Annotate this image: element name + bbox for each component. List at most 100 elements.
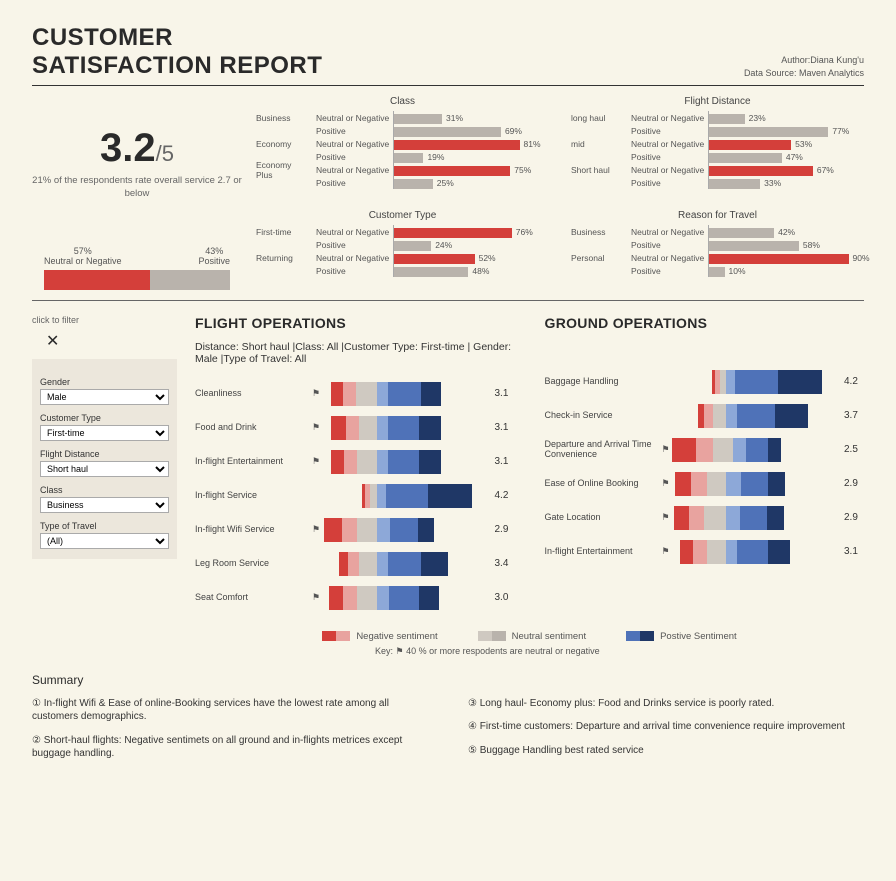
mini-chart-sublabel: Neutral or Negative: [629, 137, 709, 150]
mini-chart-category: First-time: [256, 225, 314, 238]
split-pos-pct: 43%: [198, 246, 230, 256]
mini-chart-bar-area: 31%: [394, 111, 549, 124]
summary-item: ⑤ Buggage Handling best rated service: [468, 744, 864, 758]
mini-chart-row: BusinessNeutral or Negative42%: [571, 225, 864, 238]
ops-bar: [322, 484, 489, 508]
filter-select[interactable]: Male: [40, 389, 169, 405]
ops-score: 3.4: [489, 558, 515, 569]
filter-select[interactable]: Business: [40, 497, 169, 513]
split-neg-block: 57% Neutral or Negative: [44, 246, 122, 266]
ops-segment: [707, 540, 727, 564]
ops-segment: [357, 586, 377, 610]
ops-segment: [767, 506, 784, 530]
ops-score: 3.1: [838, 546, 864, 557]
filter-column: click to filter ✕ GenderMaleCustomer Typ…: [32, 315, 177, 657]
mini-chart-bar: 81%: [394, 140, 520, 150]
ops-segment: [737, 404, 774, 428]
ops-score: 2.9: [838, 478, 864, 489]
flag-icon: ⚑: [660, 444, 672, 455]
ops-segment: [324, 518, 342, 542]
mini-chart-category: [571, 176, 629, 189]
ops-segment: [421, 382, 441, 406]
mini-chart-bar: 75%: [394, 166, 510, 176]
mini-chart-row: Positive24%: [256, 238, 549, 251]
ops-segment: [343, 382, 356, 406]
mini-chart-value: 25%: [437, 178, 454, 188]
ops-segment: [359, 416, 377, 440]
mini-chart-bar-area: 19%: [394, 150, 549, 163]
filter-select[interactable]: First-time: [40, 425, 169, 441]
mini-chart: Reason for TravelBusinessNeutral or Nega…: [571, 210, 864, 290]
score-value: 3.2: [100, 126, 156, 170]
ops-segment: [689, 506, 704, 530]
summary-item: ③ Long haul- Economy plus: Food and Drin…: [468, 697, 864, 711]
ops-segment: [370, 484, 377, 508]
mini-chart-sublabel: Positive: [314, 238, 394, 251]
ops-grid: FLIGHT OPERATIONS Distance: Short haul |…: [195, 315, 864, 617]
top-section: 3.2/5 21% of the respondents rate overal…: [32, 96, 864, 290]
mini-chart-value: 52%: [479, 253, 496, 263]
ops-score: 2.9: [838, 512, 864, 523]
author-text: Author:Diana Kung'u: [744, 54, 864, 67]
legend-neu-label: Neutral sentiment: [512, 631, 586, 642]
split-bar-pos: [150, 270, 230, 290]
mini-chart-bar: 10%: [709, 267, 725, 277]
ops-label: Check-in Service: [545, 411, 660, 421]
ops-label: Cleanliness: [195, 389, 310, 399]
ops-row: Seat Comfort⚑3.0: [195, 583, 515, 613]
ops-label: Food and Drink: [195, 423, 310, 433]
ops-bar: [322, 586, 489, 610]
mini-chart-category: long haul: [571, 111, 629, 124]
mini-chart-bar-area: 42%: [709, 225, 864, 238]
title-block: CUSTOMER SATISFACTION REPORT: [32, 24, 322, 79]
flag-icon: ⚑: [310, 388, 322, 399]
score-wrap: 3.2/5: [32, 126, 242, 171]
score-subtitle: 21% of the respondents rate overall serv…: [32, 175, 242, 200]
ops-segment: [735, 370, 778, 394]
mini-chart-bar: 23%: [709, 114, 745, 124]
mini-chart-sublabel: Positive: [629, 238, 709, 251]
mini-chart-sublabel: Neutral or Negative: [314, 225, 394, 238]
mini-chart-title: Class: [256, 96, 549, 107]
ops-segment: [726, 370, 735, 394]
title-line1: CUSTOMER: [32, 24, 322, 52]
ops-segment: [329, 586, 343, 610]
legend-pos: Postive Sentiment: [626, 631, 737, 642]
mini-chart-bar-area: 67%: [709, 163, 864, 176]
mini-chart-bar: 48%: [394, 267, 468, 277]
ops-segment: [344, 450, 357, 474]
ops-segment: [778, 370, 822, 394]
ops-label: Gate Location: [545, 513, 660, 523]
mini-chart-bar: 33%: [709, 179, 760, 189]
ops-segment: [386, 484, 428, 508]
mini-chart-bar: 69%: [394, 127, 501, 137]
ops-segment: [746, 438, 768, 462]
mini-chart-category: Personal: [571, 251, 629, 264]
clear-filters-icon[interactable]: ✕: [46, 331, 177, 351]
ops-bar: [672, 506, 839, 530]
ops-row: In-flight Service4.2: [195, 481, 515, 511]
mini-chart-bar: 67%: [709, 166, 813, 176]
split-neg-pct: 57%: [44, 246, 122, 256]
summary-item: ④ First-time customers: Departure and ar…: [468, 720, 864, 734]
source-text: Data Source: Maven Analytics: [744, 67, 864, 80]
legend-key: Key: ⚑ 40 % or more respodents are neutr…: [375, 646, 864, 657]
mini-chart-category: Economy Plus: [256, 163, 314, 176]
ops-segment: [733, 438, 746, 462]
ops-segment: [672, 438, 696, 462]
mini-chart-bar-area: 76%: [394, 225, 549, 238]
ops-segment: [768, 438, 781, 462]
mini-chart-row: Positive48%: [256, 264, 549, 277]
ops-segment: [693, 540, 706, 564]
filter-select[interactable]: (All): [40, 533, 169, 549]
ops-segment: [346, 416, 359, 440]
mini-chart-sublabel: Neutral or Negative: [629, 111, 709, 124]
mini-chart-bar-area: 52%: [394, 251, 549, 264]
summary-title: Summary: [32, 673, 864, 687]
ops-score: 3.7: [838, 410, 864, 421]
ops-bar: [322, 518, 489, 542]
legend-neg: Negative sentiment: [322, 631, 437, 642]
ops-segment: [704, 506, 726, 530]
filter-select[interactable]: Short haul: [40, 461, 169, 477]
ops-segment: [418, 518, 435, 542]
